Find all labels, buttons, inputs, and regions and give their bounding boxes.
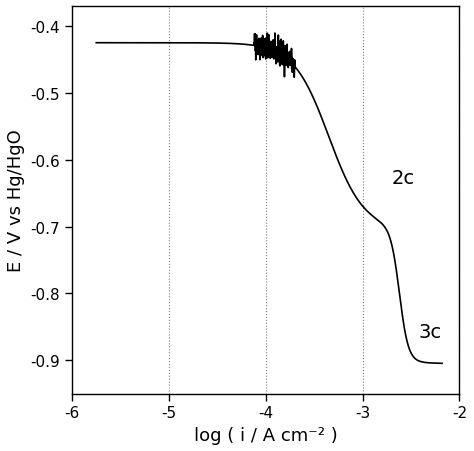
Text: 3c: 3c — [419, 322, 442, 341]
Text: 2c: 2c — [392, 169, 415, 188]
Y-axis label: E / V vs Hg/HgO: E / V vs Hg/HgO — [7, 129, 25, 272]
X-axis label: log ( i / A cm⁻² ): log ( i / A cm⁻² ) — [194, 426, 337, 444]
